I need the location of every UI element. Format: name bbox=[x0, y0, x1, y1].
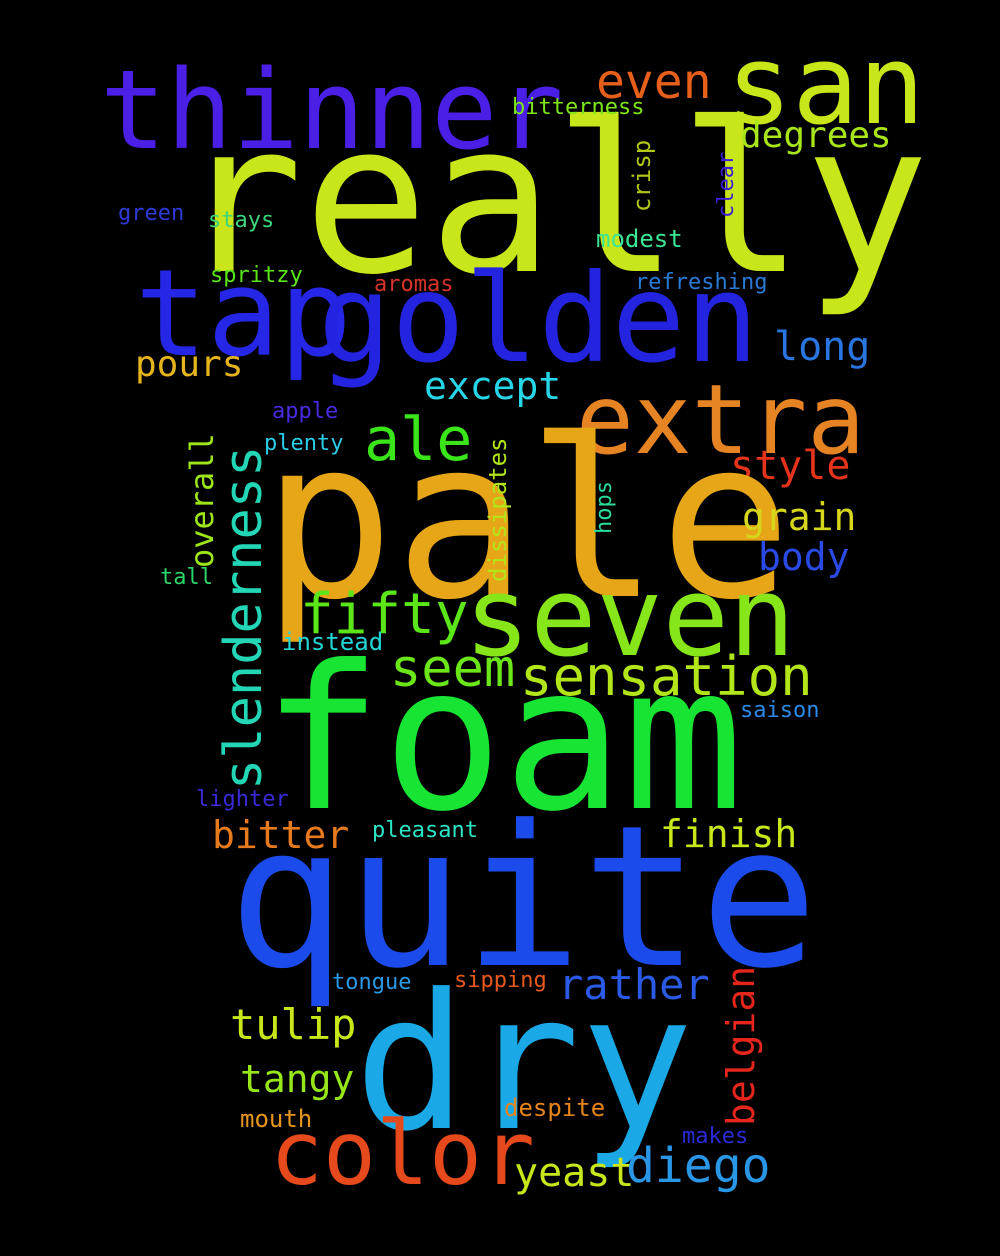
word-belgian: belgian bbox=[719, 965, 763, 1126]
word-spritzy: spritzy bbox=[210, 263, 303, 288]
word-saison: saison bbox=[740, 698, 820, 723]
word-hops: hops bbox=[592, 481, 617, 534]
word-tulip: tulip bbox=[230, 1000, 357, 1049]
word-thinner: thinner bbox=[100, 46, 564, 174]
word-green: green bbox=[118, 201, 185, 226]
word-instead: instead bbox=[282, 628, 384, 656]
word-tall: tall bbox=[160, 565, 213, 590]
word-style: style bbox=[730, 443, 851, 489]
word-pours: pours bbox=[135, 344, 244, 385]
word-clear: clear bbox=[714, 151, 739, 218]
word-san: san bbox=[726, 21, 925, 149]
word-plenty: plenty bbox=[264, 431, 344, 456]
word-finish: finish bbox=[660, 812, 798, 856]
word-golden: golden bbox=[318, 248, 759, 390]
word-makes: makes bbox=[682, 1124, 749, 1149]
word-refreshing: refreshing bbox=[635, 270, 768, 295]
word-yeast: yeast bbox=[514, 1150, 635, 1196]
word-aromas: aromas bbox=[374, 272, 454, 297]
word-tongue: tongue bbox=[332, 970, 412, 995]
word-extra: extra bbox=[576, 364, 865, 476]
word-overall: overall bbox=[183, 433, 221, 568]
word-pale: pale bbox=[262, 392, 792, 648]
word-except: except bbox=[424, 364, 562, 408]
word-crisp: crisp bbox=[628, 139, 656, 212]
word-diego: diego bbox=[626, 1138, 771, 1194]
word-lighter: lighter bbox=[196, 787, 289, 812]
word-sipping: sipping bbox=[454, 968, 547, 993]
word-body: body bbox=[758, 535, 850, 579]
word-grain: grain bbox=[742, 495, 857, 539]
word-ale: ale bbox=[364, 405, 473, 475]
word-rather: rather bbox=[558, 960, 710, 1009]
word-apple: apple bbox=[272, 399, 339, 424]
word-even: even bbox=[596, 54, 712, 110]
word-pleasant: pleasant bbox=[372, 818, 478, 843]
word-modest: modest bbox=[596, 225, 683, 253]
word-despite: despite bbox=[504, 1094, 606, 1122]
word-tangy: tangy bbox=[240, 1057, 355, 1101]
word-mouth: mouth bbox=[240, 1105, 313, 1133]
word-foam: foam bbox=[262, 623, 744, 856]
word-seven: seven bbox=[464, 553, 796, 681]
word-seem: seem bbox=[390, 639, 516, 699]
word-degrees: degrees bbox=[740, 115, 892, 156]
word-color: color bbox=[270, 1102, 535, 1205]
word-tap: tap bbox=[135, 245, 352, 384]
word-sensation: sensation bbox=[520, 645, 813, 708]
word-really: really bbox=[178, 79, 930, 321]
word-bitterness: bitterness bbox=[512, 95, 645, 120]
word-long: long bbox=[774, 324, 871, 370]
word-fifty: fifty bbox=[300, 582, 469, 647]
word-stays: stays bbox=[208, 208, 275, 233]
word-quite: quite bbox=[228, 784, 819, 1012]
word-dry: dry bbox=[354, 954, 694, 1173]
word-bitter: bitter bbox=[212, 813, 350, 857]
